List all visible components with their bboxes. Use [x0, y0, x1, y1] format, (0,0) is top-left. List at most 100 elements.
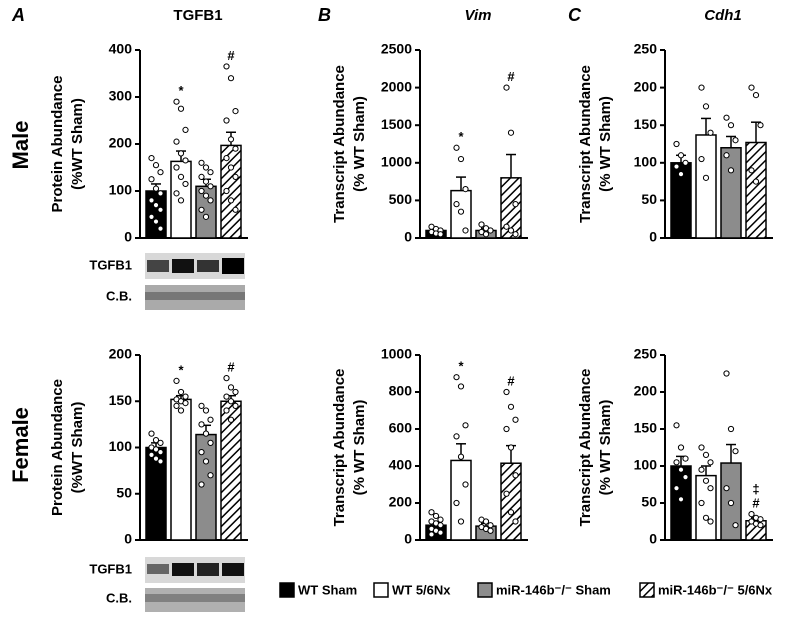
- data-point: [223, 63, 230, 70]
- data-point: [453, 499, 460, 507]
- y-tick-label: 150: [109, 392, 133, 408]
- data-point: [157, 458, 164, 465]
- y-tick-label: 0: [124, 229, 132, 245]
- error-bar: [701, 117, 711, 135]
- significance-mark: ‡: [752, 482, 759, 497]
- data-point: [207, 197, 214, 204]
- y-tick-label: 0: [404, 531, 412, 547]
- error-bar: [726, 135, 736, 148]
- y-tick-label: 0: [404, 229, 412, 245]
- data-point: [437, 516, 444, 523]
- y-axis-label: (%WT Sham): [69, 402, 86, 494]
- data-point: [673, 422, 680, 429]
- y-tick-label: 250: [634, 346, 658, 362]
- data-point: [198, 481, 205, 488]
- data-point: [437, 231, 444, 238]
- data-point: [482, 231, 490, 238]
- data-point: [512, 416, 519, 423]
- y-tick-label: 0: [649, 229, 657, 245]
- data-point: [727, 425, 735, 433]
- bar: [170, 398, 192, 541]
- data-point: [462, 227, 469, 234]
- bar: [745, 141, 767, 239]
- data-point: [173, 402, 180, 409]
- data-point: [748, 84, 755, 91]
- y-tick-label: 50: [116, 484, 132, 500]
- data-point: [437, 529, 444, 536]
- data-point: [503, 84, 510, 91]
- data-point: [512, 518, 519, 525]
- bar: [450, 459, 472, 541]
- chart-title: Vim: [465, 7, 492, 24]
- data-point: [752, 178, 760, 185]
- data-point: [457, 155, 465, 163]
- data-point: [707, 129, 714, 136]
- y-tick-label: 2000: [381, 78, 412, 94]
- bar: [720, 147, 742, 239]
- error-bar: [726, 443, 736, 464]
- data-point: [453, 433, 460, 440]
- y-tick-label: 400: [389, 457, 413, 473]
- data-point: [227, 384, 235, 391]
- data-point: [177, 105, 185, 112]
- data-point: [732, 522, 739, 529]
- row-label: Female: [8, 407, 33, 483]
- data-point: [232, 108, 239, 115]
- data-point: [698, 155, 705, 163]
- data-point: [673, 140, 680, 148]
- data-point: [682, 455, 689, 462]
- data-point: [512, 201, 519, 208]
- data-point: [757, 516, 764, 523]
- legend-swatch: [279, 582, 295, 598]
- legend-swatch: [477, 582, 493, 598]
- y-tick-label: 0: [649, 531, 657, 547]
- y-tick-label: 50: [641, 191, 657, 207]
- error-bar: [751, 121, 761, 143]
- data-point: [727, 499, 735, 507]
- data-point: [232, 206, 239, 213]
- data-point: [198, 449, 205, 456]
- data-point: [202, 192, 210, 199]
- data-point: [457, 518, 465, 525]
- data-point: [462, 481, 469, 488]
- data-point: [673, 163, 680, 170]
- data-point: [723, 485, 730, 492]
- data-point: [698, 499, 705, 507]
- data-point: [148, 213, 155, 220]
- y-tick-label: 500: [389, 191, 413, 207]
- y-axis-label: (% WT Sham): [351, 400, 368, 496]
- data-point: [223, 187, 230, 195]
- blot-images: [145, 253, 245, 612]
- significance-mark: *: [458, 129, 464, 144]
- bar: [695, 134, 717, 239]
- y-tick-label: 300: [109, 88, 133, 104]
- data-point: [202, 458, 210, 465]
- data-point: [682, 159, 689, 166]
- significance-mark: #: [227, 360, 235, 375]
- y-axis-label: (% WT Sham): [351, 96, 368, 192]
- data-point: [723, 370, 730, 377]
- significance-mark: #: [752, 496, 760, 511]
- y-axis-label: Protein Abundance: [49, 379, 66, 516]
- data-point: [698, 84, 705, 91]
- data-point: [707, 459, 714, 466]
- data-point: [702, 103, 710, 110]
- blot-label: TGFB1: [89, 561, 132, 576]
- data-point: [432, 512, 440, 520]
- data-point: [227, 136, 235, 143]
- data-point: [702, 477, 710, 484]
- data-point: [157, 449, 164, 456]
- data-point: [732, 448, 739, 455]
- data-point: [223, 375, 230, 382]
- y-tick-label: 150: [634, 420, 658, 436]
- y-axis-label: (% WT Sham): [597, 96, 614, 192]
- y-tick-label: 1000: [381, 154, 412, 170]
- y-tick-label: 100: [634, 457, 658, 473]
- data-point: [177, 150, 185, 157]
- data-point: [148, 155, 155, 162]
- data-point: [152, 162, 160, 169]
- data-point: [682, 474, 689, 481]
- data-point: [752, 92, 760, 99]
- y-tick-label: 200: [109, 135, 133, 151]
- data-point: [223, 393, 230, 400]
